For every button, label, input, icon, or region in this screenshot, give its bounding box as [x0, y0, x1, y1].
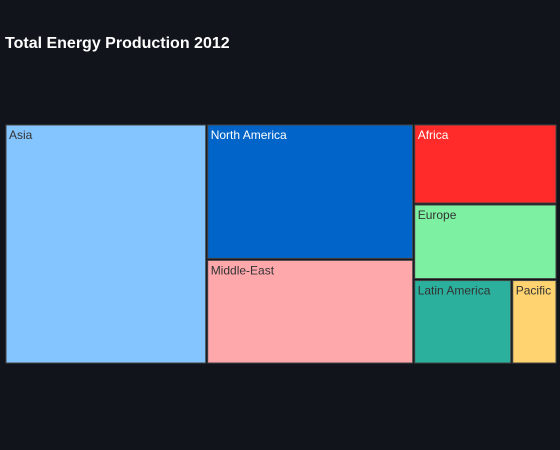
- treemap-rect-europe[interactable]: [414, 204, 557, 280]
- treemap-label-pacific: Pacific: [516, 284, 551, 298]
- treemap-tile-africa[interactable]: Africa: [414, 124, 557, 204]
- treemap-label-latin-america: Latin America: [418, 284, 491, 298]
- treemap-tile-europe[interactable]: Europe: [414, 204, 557, 280]
- treemap-rect-asia[interactable]: [5, 124, 207, 364]
- treemap-rect-latin-america[interactable]: [414, 280, 512, 364]
- treemap-label-africa: Africa: [418, 128, 449, 142]
- treemap-tile-latin-america[interactable]: Latin America: [414, 280, 512, 364]
- treemap-rect-north-america[interactable]: [207, 124, 414, 259]
- treemap-tile-pacific[interactable]: Pacific: [512, 280, 557, 364]
- treemap-label-north-america: North America: [211, 128, 287, 142]
- treemap-tile-north-america[interactable]: North America: [207, 124, 414, 259]
- treemap-label-middle-east: Middle-East: [211, 263, 275, 277]
- chart-title: Total Energy Production 2012: [5, 35, 230, 52]
- treemap-tile-middle-east[interactable]: Middle-East: [207, 259, 414, 364]
- treemap-tile-asia[interactable]: Asia: [5, 124, 207, 364]
- treemap-label-europe: Europe: [418, 208, 457, 222]
- treemap-rect-africa[interactable]: [414, 124, 557, 204]
- treemap-label-asia: Asia: [9, 128, 33, 142]
- treemap-rect-middle-east[interactable]: [207, 259, 414, 364]
- treemap-rect-pacific[interactable]: [512, 280, 557, 364]
